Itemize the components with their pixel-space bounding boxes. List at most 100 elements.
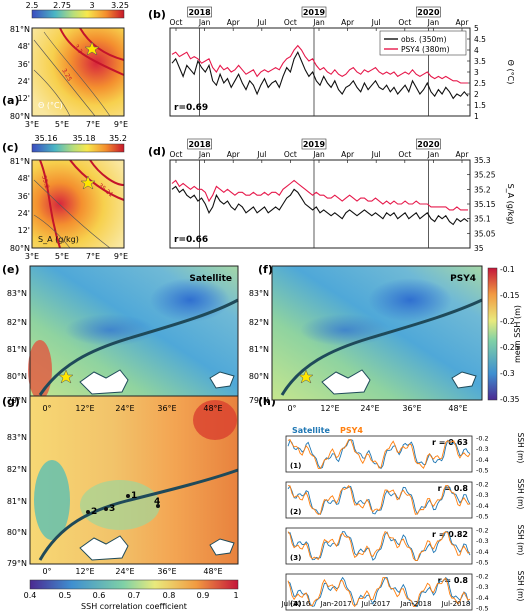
x-tick-label: Oct [284,150,297,159]
ssh-series-line [287,531,471,561]
y-tick-label: 35.25 [474,171,496,180]
panel-letter-c: (c) [2,141,19,154]
station-label: 1 [131,491,137,501]
legend: obs. (350m) PSY4 (380m) [379,30,467,56]
year-box [416,138,441,150]
series-line [171,44,468,84]
cbar-tick: -0.35 [500,395,520,404]
map-a-colorbar [31,9,125,19]
lon-tick: 48°E [448,404,467,413]
y-tick-label: -0.3 [476,537,489,545]
subplot-frame [285,481,473,519]
lat-tick: 82°N [7,318,27,327]
map-c-lat-tick: 24' [18,209,30,218]
lon-tick: 36°E [157,567,176,576]
lat-tick: 83°N [7,433,27,442]
y-tick-label: -0.4 [476,502,489,510]
station-point [104,507,108,511]
x-tick-label: Oct [170,18,183,27]
map-a-var-label: Θ (°C) [38,101,63,110]
y-tick-label: -0.3 [476,491,489,499]
station-point [126,494,130,498]
y-tick-label: -0.5 [476,513,489,521]
panel-letter-b: (b) [148,8,166,21]
cbar-tick: -0.15 [500,291,520,300]
x-tick-label: Apr [227,150,241,159]
corr-tick: 0.5 [59,591,72,600]
cbar-tick: -0.25 [500,343,520,352]
h-xtick: Jul-2017 [361,600,391,608]
x-tick-label: Apr [341,18,355,27]
x-tick-label: Jan [312,150,325,159]
map-c-lon-tick: 3°E [25,252,39,261]
map-a-lat-tick: 12' [18,94,30,103]
map-a-cbar-tick: 2.75 [53,1,71,10]
map-a-contour [79,27,125,61]
ylabel: Θ (°C) [506,60,515,85]
lon-tick: 48°E [203,404,222,413]
y-tick-label: 1 [474,112,479,121]
year-box [301,138,327,150]
map-g-highcorr [193,400,237,440]
series-line [171,50,469,100]
legend-label: PSY4 (380m) [401,45,450,54]
lon-tick: 0° [42,567,51,576]
x-tick-label: Jan [427,150,440,159]
map-e-low [150,278,230,322]
timeseries-b: Oct Jan Apr Jul Oct Jan Apr Jul Oct Jan Apr 1 1.5 2 2.… [169,6,515,121]
y-tick-label: 3 [474,68,479,77]
lat-tick: 79°N [7,559,27,568]
lat-tick: 82°N [7,465,27,474]
lon-tick: 12°E [75,404,94,413]
land-patch [79,535,129,561]
h-xtick: Jan-2017 [319,600,351,608]
lat-tick: 79°N [7,396,27,405]
y-tick-label: -0.3 [476,583,489,591]
lat-tick: 81°N [249,345,269,354]
map-a-lat-tick: 36' [18,60,30,69]
map-c-contour [39,159,61,249]
star-icon [58,369,74,384]
lat-tick: 82°N [249,318,269,327]
lat-tick: 83°N [7,289,27,298]
lat-tick: 79°N [249,396,269,405]
ylabel: S_A (g/kg) [506,184,515,225]
map-c-lon-tick: 7°E [86,252,100,261]
map-c-lat-tick: 12' [18,226,30,235]
map-c-contour-label: 35.2 [40,175,50,190]
polar-map-ticks: 83°N 82°N 81°N 80°N 79°N 0° 12°E 24°E 36… [7,289,468,576]
lat-tick: 81°N [7,345,27,354]
panel-letter-g: (g) [2,395,20,408]
h-xtick: Jul-2018 [441,600,471,608]
y-tick-label: -0.4 [476,456,489,464]
lon-tick: 24°E [115,567,134,576]
ssh-series-line [287,439,471,469]
y-tick-label: 4.5 [474,35,486,44]
y-tick-label: -0.2 [476,435,489,443]
cbar-tick: -0.1 [500,265,515,274]
y-tick-label: 4 [474,46,479,55]
x-tick-label: Apr [456,18,470,27]
year-label: 2019 [303,8,326,17]
lon-tick: 36°E [402,404,421,413]
map-g: 1 2 3 4 [29,395,239,565]
ssh-colorbar: -0.1 -0.15 -0.2 -0.25 -0.3 -0.35 mean SS… [487,265,522,404]
subplot-r: r = 0.8 [438,484,469,493]
coastline [38,298,239,396]
subplot-r: r = 0.82 [432,530,468,539]
coastline [280,298,483,396]
map-f-label: PSY4 [450,274,476,284]
year-label: 2018 [188,8,211,17]
map-c-cbar-tick: 35.18 [73,134,96,143]
map-a-lat-tick: 24' [18,77,30,86]
corr-tick: 0.9 [197,591,210,600]
map-a-cbar-tick: 3 [89,1,94,10]
legend-box [379,30,467,56]
map-e-low [65,314,155,346]
corr-tick: 0.8 [163,591,176,600]
x-tick-label: Oct [398,18,411,27]
y-tick-label: -0.5 [476,559,489,567]
corr-colorbar: 0.4 0.5 0.6 0.7 0.8 0.9 1 SSH correlatio… [24,579,239,611]
corr-tick: 0.7 [128,591,141,600]
corr-tick: 1 [233,591,238,600]
